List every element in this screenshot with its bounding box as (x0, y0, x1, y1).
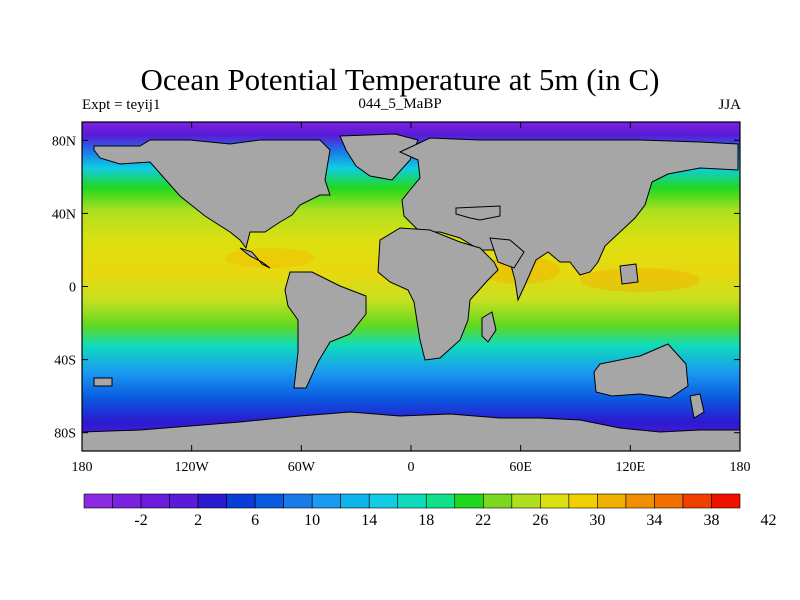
colorbar-label: 30 (589, 512, 605, 529)
colorbar-label: 38 (703, 512, 719, 529)
land-africa (377, 227, 499, 361)
land-masses (82, 133, 740, 451)
land-central-america (239, 247, 271, 269)
colorbar-label: 10 (304, 512, 320, 529)
x-tick-label: 120W (175, 460, 210, 475)
colorbar-swatch (540, 493, 570, 509)
colorbar-label: 26 (532, 512, 548, 529)
colorbar-swatch (340, 493, 370, 509)
colorbar-swatch (311, 493, 341, 509)
colorbar-label: 18 (418, 512, 434, 529)
experiment-label: Expt = teyij1 (82, 97, 161, 113)
land-greenland (339, 133, 419, 181)
x-tick-label: 180 (730, 460, 751, 475)
land-north-america (93, 139, 331, 250)
warm-pool-atlantic (225, 248, 315, 268)
colorbar-swatch (254, 493, 284, 509)
colorbar-swatch (112, 493, 142, 509)
colorbar-swatch (654, 493, 684, 509)
land-borneo (619, 263, 639, 285)
colorbar-label: 34 (646, 512, 662, 529)
colorbar-label: 2 (194, 512, 202, 529)
colorbar-swatch (83, 493, 113, 509)
land-australia (593, 343, 689, 399)
colorbar-label: -2 (134, 512, 147, 529)
colorbar-swatch (368, 493, 399, 509)
colorbar-swatch (283, 493, 313, 509)
colorbar-label: 14 (361, 512, 377, 529)
colorbar-swatch (425, 493, 456, 509)
colorbar-swatch (597, 493, 627, 509)
land-south-america (284, 271, 367, 389)
y-tick-label: 40S (54, 354, 76, 369)
case-label: 044_5_MaBP (358, 96, 442, 112)
colorbar-swatch (625, 493, 655, 509)
colorbar-swatch (226, 493, 256, 509)
x-tick-label: 120E (616, 460, 646, 475)
x-tick-label: 180 (72, 460, 93, 475)
x-tick-label: 0 (408, 460, 415, 475)
season-label: JJA (718, 97, 741, 113)
land-arabia (489, 237, 525, 269)
colorbar-swatch (711, 493, 741, 509)
colorbar-swatch (511, 493, 541, 509)
x-tick-label: 60W (288, 460, 316, 475)
y-tick-label: 40N (52, 207, 76, 222)
x-tick-label: 60E (509, 460, 532, 475)
colorbar-swatch (568, 493, 598, 509)
colorbar-swatch (397, 493, 427, 509)
colorbar-label: 42 (761, 512, 777, 529)
land-new-zealand (689, 393, 705, 419)
colorbar-label: 6 (251, 512, 259, 529)
colorbar-swatch (140, 493, 170, 509)
colorbar: -2 2 6 10 14 18 22 26 30 34 38 42 (83, 493, 777, 529)
colorbar-swatch (197, 493, 227, 509)
land-pacific-island (93, 377, 113, 387)
axis-ticks: 180 120W 60W 0 60E 120E 180 80N 40N 0 40S 80S (52, 122, 751, 475)
land-islands-north (455, 205, 501, 221)
y-tick-label: 80S (54, 427, 76, 442)
colorbar-swatch (483, 493, 513, 509)
colorbar-swatch (682, 493, 712, 509)
colorbar-label: 22 (475, 512, 491, 529)
y-tick-label: 80N (52, 134, 76, 149)
page-title: Ocean Potential Temperature at 5m (in C) (140, 62, 660, 97)
warm-pool-pacific (580, 268, 700, 292)
colorbar-swatch (169, 493, 199, 509)
y-tick-label: 0 (69, 281, 76, 296)
land-madagascar (481, 311, 497, 343)
colorbar-swatch (454, 493, 484, 509)
land-antarctica (82, 411, 740, 451)
